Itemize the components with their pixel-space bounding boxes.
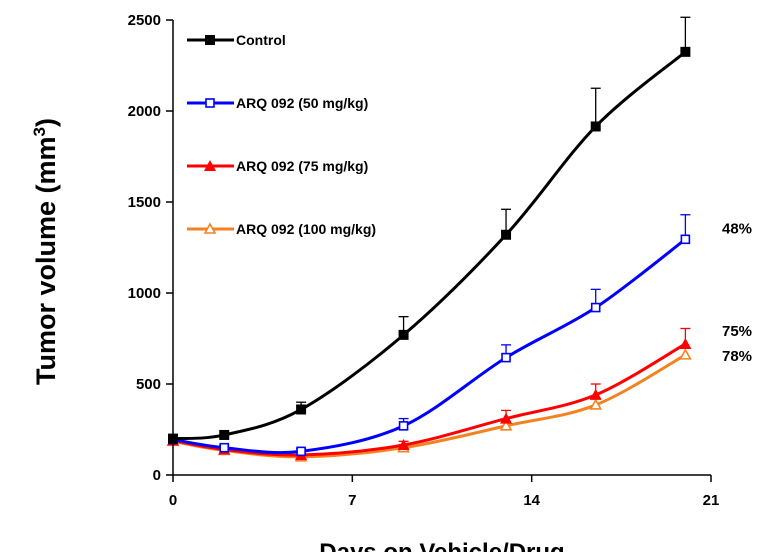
percent-annotations: 48% 75% 78% — [722, 220, 752, 364]
tick-labels: 0 500 1000 1500 2000 2500 0 7 14 21 — [128, 12, 720, 509]
y-tick-label: 0 — [153, 467, 161, 484]
data-point-marker — [501, 352, 511, 363]
series-markers — [166, 46, 692, 462]
x-tick-label: 14 — [523, 492, 540, 509]
data-point-marker — [205, 35, 215, 45]
legend-label: ARQ 092 (100 mg/kg) — [236, 221, 376, 237]
data-point-marker — [500, 412, 513, 424]
data-point-marker — [590, 302, 601, 313]
legend-label: ARQ 092 (75 mg/kg) — [236, 158, 368, 174]
data-point-marker — [589, 388, 602, 400]
x-tick-label: 0 — [169, 492, 177, 509]
data-point-marker — [679, 337, 692, 349]
data-point-marker — [296, 446, 306, 457]
y-tick-label: 500 — [136, 376, 161, 393]
series-line-4 — [172, 353, 687, 459]
data-point-marker — [219, 429, 230, 440]
percent-annotation: 75% — [722, 323, 752, 340]
data-point-marker — [679, 348, 692, 360]
legend-label: ARQ 092 (50 mg/kg) — [236, 95, 368, 111]
percent-annotation: 78% — [722, 348, 752, 365]
data-point-marker — [680, 46, 691, 57]
data-point-marker — [590, 121, 601, 132]
x-tick-label: 21 — [703, 492, 720, 509]
data-point-marker — [501, 229, 512, 240]
error-bars — [219, 16, 691, 457]
data-point-marker — [203, 222, 217, 234]
data-point-marker — [680, 234, 691, 245]
x-tick-label: 7 — [348, 492, 356, 509]
y-axis-label-end: ) — [31, 118, 61, 127]
series-line-2 — [172, 238, 687, 455]
legend-item-3: ARQ 092 (75 mg/kg) — [187, 158, 368, 174]
data-point-marker — [398, 421, 409, 431]
y-tick-label: 2000 — [128, 103, 161, 120]
x-axis-label: Days on Vehicle/Drug — [319, 539, 564, 552]
data-point-marker — [397, 438, 410, 450]
legend-item-1: Control — [187, 32, 286, 48]
y-axis-label-main: Tumor volume (mm — [31, 136, 61, 385]
legend: Control ARQ 092 (50 mg/kg) ARQ 092 (75 mg/… — [187, 32, 376, 237]
data-point-marker — [499, 419, 513, 431]
data-point-marker — [205, 98, 215, 108]
legend-item-4: ARQ 092 (100 mg/kg) — [187, 221, 376, 237]
data-point-marker — [219, 442, 230, 453]
data-point-marker — [398, 329, 409, 340]
y-axis-label-superscript: 3 — [30, 127, 49, 136]
legend-item-2: ARQ 092 (50 mg/kg) — [187, 95, 368, 111]
series-lines — [172, 50, 687, 459]
y-tick-label: 1500 — [128, 194, 161, 211]
data-point-marker — [204, 160, 216, 171]
data-point-marker — [589, 398, 603, 410]
y-tick-label: 1000 — [128, 285, 161, 302]
percent-annotation: 48% — [722, 220, 752, 237]
y-axis-label: Tumor volume (mm3) — [30, 118, 61, 385]
y-tick-label: 2500 — [128, 12, 161, 29]
data-point-marker — [296, 404, 307, 415]
axes — [166, 19, 712, 482]
legend-label: Control — [236, 32, 286, 48]
